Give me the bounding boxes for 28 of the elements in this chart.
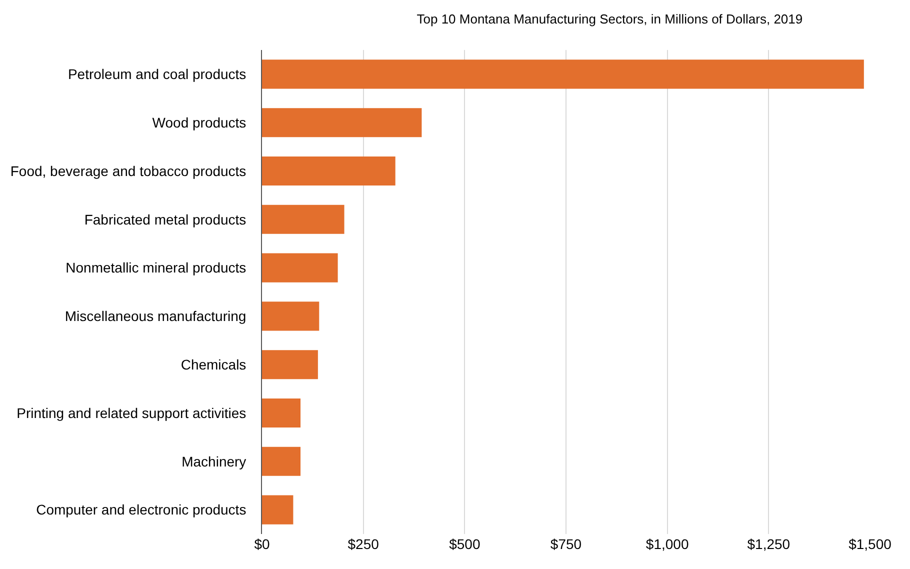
bar (262, 350, 318, 380)
bar (262, 302, 320, 331)
bar (262, 446, 301, 476)
y-tick-label: Wood products (152, 114, 246, 130)
y-tick-label: Petroleum and coal products (68, 66, 246, 82)
bar (262, 204, 344, 234)
y-tick-label: Food, beverage and tobacco products (10, 162, 246, 179)
y-tick-label: Computer and electronic products (36, 502, 246, 518)
x-tick-label: $0 (254, 536, 270, 552)
y-tick-label: Machinery (182, 453, 246, 470)
y-tick-label: Printing and related support activities (16, 404, 246, 421)
y-tick-label: Chemicals (180, 356, 246, 372)
x-tick-label: $750 (550, 536, 582, 552)
y-tick-label: Fabricated metal products (84, 211, 246, 228)
x-tick-label: $1,000 (646, 536, 689, 552)
y-tick-label: Nonmetallic mineral products (66, 260, 246, 276)
chart-title: Top 10 Montana Manufacturing Sectors, in Millions of Dollars, 2019 (416, 11, 803, 26)
bar (262, 60, 864, 89)
bar (262, 156, 396, 186)
y-tick-label: Miscellaneous manufacturing (64, 308, 246, 324)
x-tick-label: $1,500 (848, 536, 892, 552)
bar (262, 253, 338, 282)
x-tick-label: $500 (449, 536, 480, 552)
bar (262, 495, 294, 524)
bar (262, 108, 422, 138)
bar (262, 398, 301, 428)
x-tick-label: $250 (348, 536, 380, 552)
x-tick-label: $1,250 (747, 536, 790, 552)
